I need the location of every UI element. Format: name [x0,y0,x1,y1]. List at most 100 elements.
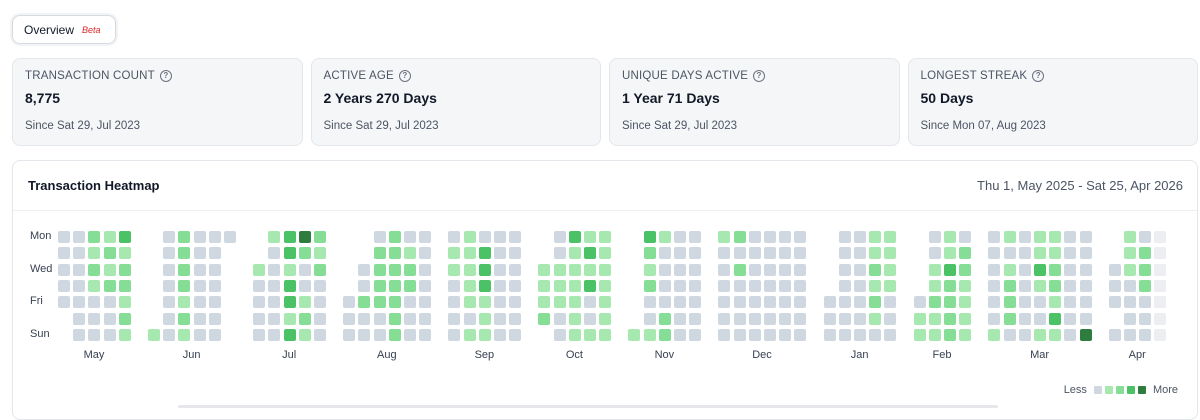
heatmap-cell[interactable] [854,279,866,292]
heatmap-cell[interactable] [404,279,416,292]
heatmap-cell[interactable] [689,296,702,309]
heatmap-cell[interactable] [88,279,101,292]
heatmap-cell[interactable] [779,312,792,325]
heatmap-cell[interactable] [1139,231,1152,243]
heatmap-cell[interactable] [1064,231,1077,243]
heatmap-cell[interactable] [838,296,851,309]
heatmap-cell[interactable] [689,312,702,325]
heatmap-cell[interactable] [944,231,956,243]
heatmap-cell[interactable] [733,263,746,276]
heatmap-cell[interactable] [1003,312,1016,325]
heatmap-cell[interactable] [764,247,776,260]
heatmap-cell[interactable] [88,231,101,243]
heatmap-cell[interactable] [1003,279,1016,292]
heatmap-cell[interactable] [163,279,176,292]
heatmap-cell[interactable] [733,328,746,341]
heatmap-cell[interactable] [674,279,686,292]
heatmap-cell[interactable] [854,231,866,243]
heatmap-cell[interactable] [1034,247,1046,260]
heatmap-cell[interactable] [224,231,236,243]
heatmap-cell[interactable] [103,312,116,325]
heatmap-cell[interactable] [283,231,296,243]
heatmap-cell[interactable] [88,247,101,260]
heatmap-cell[interactable] [553,231,566,243]
heatmap-cell[interactable] [1124,296,1136,309]
heatmap-cell[interactable] [838,231,851,243]
heatmap-cell[interactable] [794,279,807,292]
heatmap-cell[interactable] [178,247,191,260]
heatmap-cell[interactable] [1079,312,1092,325]
help-icon[interactable]: ? [159,70,172,82]
heatmap-cell[interactable] [1124,231,1136,243]
heatmap-cell[interactable] [988,312,1001,325]
heatmap-cell[interactable] [358,279,371,292]
heatmap-cell[interactable] [478,247,491,260]
heatmap-cell[interactable] [928,247,941,260]
heatmap-cell[interactable] [1003,328,1016,341]
heatmap-cell[interactable] [869,328,882,341]
heatmap-cell[interactable] [928,312,941,325]
heatmap-cell[interactable] [478,296,491,309]
heatmap-cell[interactable] [1154,263,1167,276]
heatmap-cell[interactable] [1003,231,1016,243]
heatmap-cell[interactable] [658,328,671,341]
heatmap-cell[interactable] [163,296,176,309]
heatmap-cell[interactable] [163,328,176,341]
heatmap-cell[interactable] [959,328,972,341]
heatmap-cell[interactable] [314,263,326,276]
heatmap-cell[interactable] [448,312,461,325]
heatmap-cell[interactable] [748,279,761,292]
heatmap-cell[interactable] [988,296,1001,309]
heatmap-cell[interactable] [838,263,851,276]
heatmap-cell[interactable] [1034,279,1046,292]
heatmap-cell[interactable] [193,328,206,341]
heatmap-cell[interactable] [568,263,581,276]
heatmap-cell[interactable] [643,328,656,341]
heatmap-cell[interactable] [1079,279,1092,292]
heatmap-cell[interactable] [103,328,116,341]
heatmap-cell[interactable] [1124,247,1136,260]
heatmap-cell[interactable] [1034,328,1046,341]
heatmap-cell[interactable] [419,247,432,260]
heatmap-cell[interactable] [163,312,176,325]
heatmap-cell[interactable] [58,263,70,276]
heatmap-cell[interactable] [103,231,116,243]
heatmap-cell[interactable] [253,263,266,276]
heatmap-cell[interactable] [298,279,311,292]
heatmap-cell[interactable] [643,312,656,325]
heatmap-cell[interactable] [208,312,221,325]
heatmap-cell[interactable] [913,296,926,309]
heatmap-cell[interactable] [509,296,522,309]
heatmap-cell[interactable] [103,263,116,276]
heatmap-cell[interactable] [163,247,176,260]
heatmap-cell[interactable] [193,279,206,292]
heatmap-cell[interactable] [1139,263,1152,276]
heatmap-cell[interactable] [838,247,851,260]
heatmap-cell[interactable] [1018,263,1031,276]
heatmap-cell[interactable] [1034,312,1046,325]
heatmap-cell[interactable] [884,328,897,341]
heatmap-cell[interactable] [253,279,266,292]
heatmap-cell[interactable] [779,279,792,292]
heatmap-cell[interactable] [178,296,191,309]
heatmap-cell[interactable] [208,328,221,341]
heatmap-cell[interactable] [478,279,491,292]
heatmap-cell[interactable] [674,312,686,325]
heatmap-cell[interactable] [208,279,221,292]
heatmap-cell[interactable] [748,296,761,309]
heatmap-cell[interactable] [748,247,761,260]
heatmap-cell[interactable] [584,263,596,276]
heatmap-cell[interactable] [478,312,491,325]
heatmap-cell[interactable] [718,312,731,325]
heatmap-cell[interactable] [358,263,371,276]
heatmap-cell[interactable] [584,247,596,260]
heatmap-cell[interactable] [283,312,296,325]
heatmap-cell[interactable] [494,296,506,309]
heatmap-cell[interactable] [748,231,761,243]
heatmap-cell[interactable] [88,296,101,309]
heatmap-cell[interactable] [988,279,1001,292]
heatmap-cell[interactable] [463,231,476,243]
help-icon[interactable]: ? [753,70,766,82]
heatmap-cell[interactable] [343,312,356,325]
heatmap-cell[interactable] [568,328,581,341]
